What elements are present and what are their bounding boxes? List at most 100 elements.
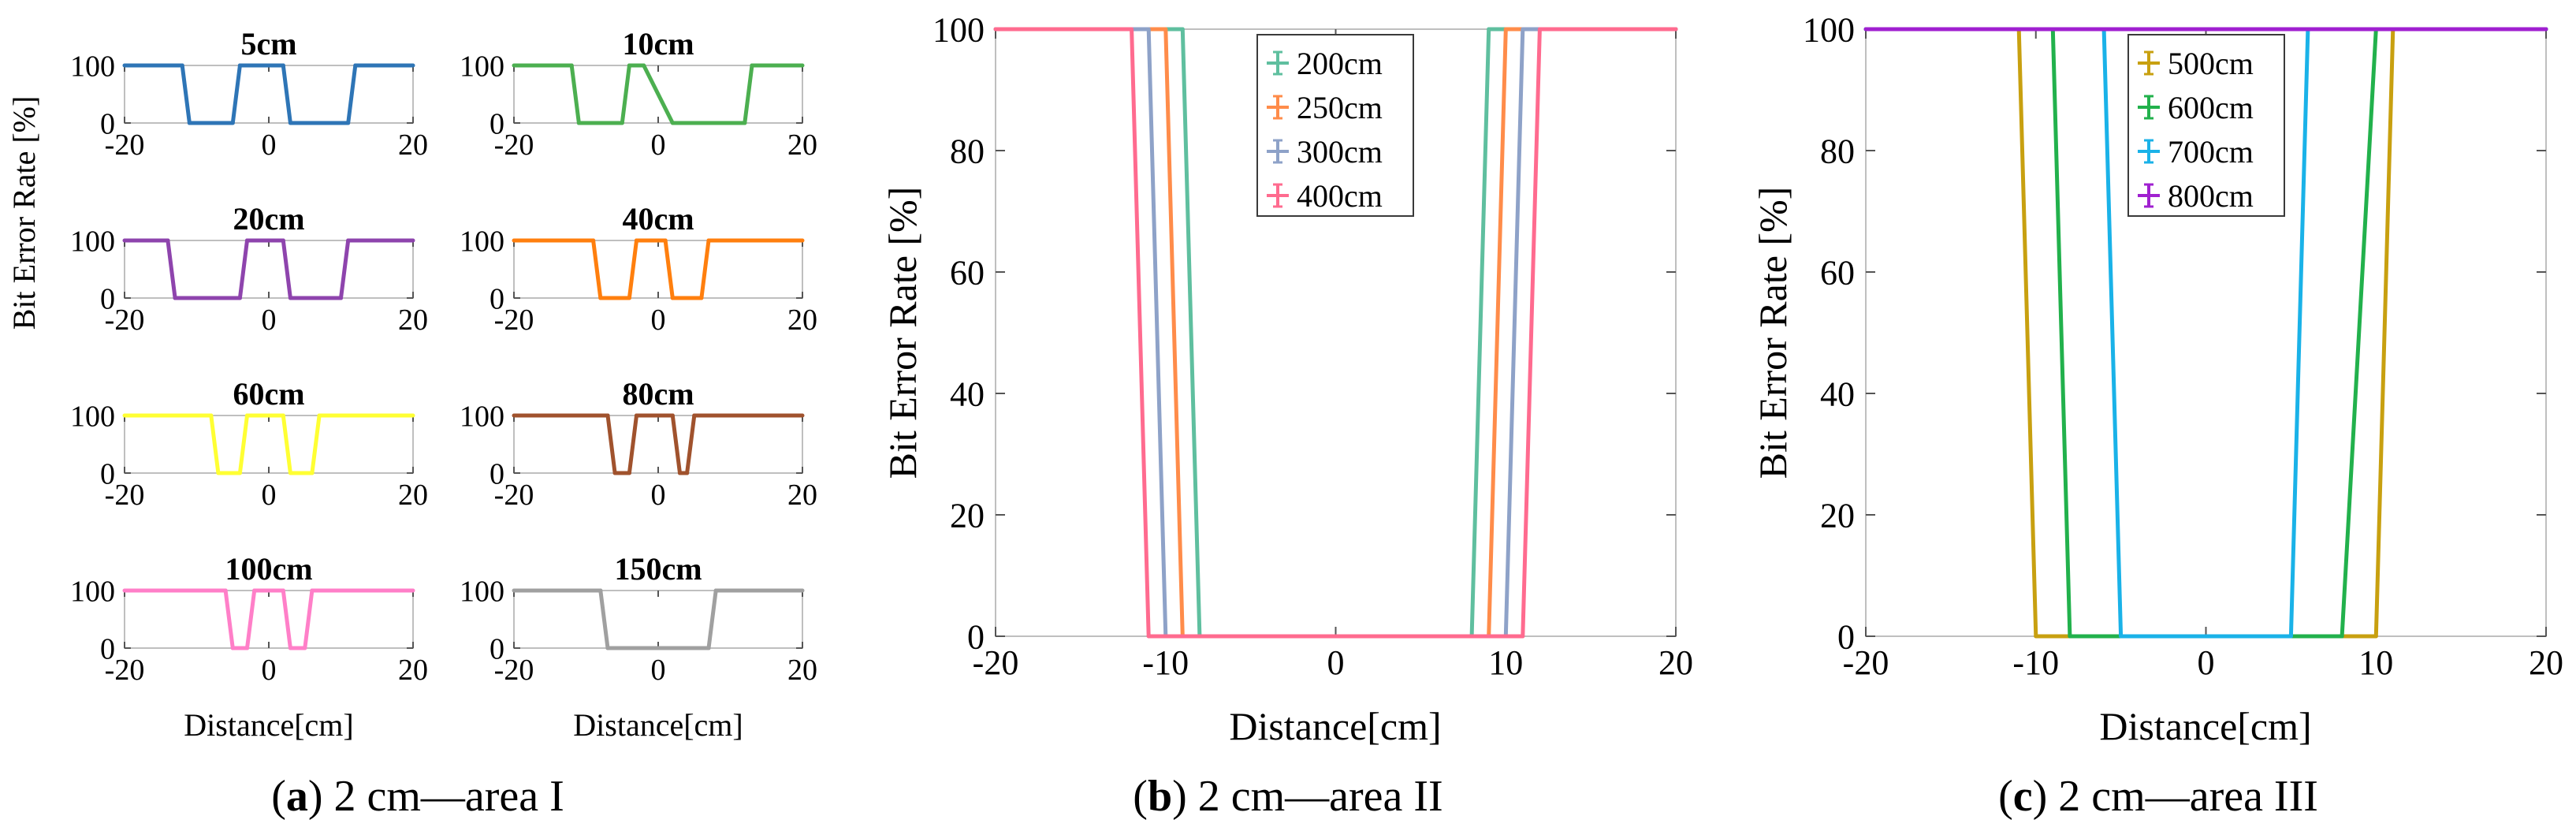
data-point-150cm: [605, 646, 610, 650]
x-tick-label: 20: [398, 479, 428, 512]
x-tick-label: -20: [105, 129, 145, 162]
data-point-300cm: [1521, 27, 1525, 32]
series-line-150cm: [514, 588, 802, 650]
data-point-20cm: [339, 296, 343, 300]
data-point-80cm: [612, 471, 617, 475]
y-tick-label: 100: [460, 50, 504, 83]
plot-frame: [124, 590, 414, 649]
legend-label: 400cm: [1297, 178, 1383, 214]
x-tick-label: -20: [105, 654, 145, 687]
data-point-200cm: [1180, 27, 1185, 32]
series-line-60cm: [125, 413, 413, 475]
data-point-300cm: [1146, 27, 1151, 32]
data-point-100cm: [223, 588, 228, 593]
plot-frame: [513, 240, 803, 299]
data-point-10cm: [743, 121, 747, 125]
x-tick-label: 0: [2198, 643, 2215, 682]
y-tick-label: 100: [460, 400, 504, 433]
x-tick-label: 20: [787, 129, 817, 162]
series-line-5cm: [125, 63, 413, 125]
x-tick-label: 0: [262, 129, 277, 162]
data-point-5cm: [288, 121, 292, 125]
legend-label: 500cm: [2168, 46, 2254, 81]
panel-caption: (b) 2 cm—area II: [1133, 772, 1442, 821]
subplot-title: 20cm: [233, 201, 304, 237]
data-point-600cm: [2340, 634, 2344, 639]
subplot-title: 40cm: [622, 201, 694, 237]
x-tick-label: 20: [398, 304, 428, 337]
y-tick-label: 0: [100, 632, 115, 665]
data-point-80cm: [670, 413, 675, 418]
data-point-40cm: [598, 296, 603, 300]
data-point-400cm: [1521, 634, 1525, 639]
y-tick-label: 100: [70, 225, 115, 258]
legend-label: 800cm: [2168, 178, 2254, 214]
x-tick-label: 20: [398, 129, 428, 162]
caption-paren: ): [308, 772, 334, 821]
data-point-10cm: [512, 63, 516, 68]
data-point-5cm: [346, 121, 351, 125]
data-point-5cm: [180, 63, 184, 68]
caption-letter: a: [286, 772, 308, 821]
x-tick-label: 0: [262, 654, 277, 687]
chart-b: -20 -10 0 10 20 0 20 40 60 80 100: [932, 10, 1693, 682]
x-tick-label: -10: [1142, 643, 1189, 682]
data-point-800cm: [1863, 27, 1868, 32]
data-point-60cm: [245, 413, 250, 418]
data-point-40cm: [635, 238, 639, 243]
data-point-20cm: [281, 238, 285, 243]
data-point-400cm: [993, 27, 998, 32]
data-point-80cm: [605, 413, 610, 418]
y-tick-label: 100: [1803, 10, 1855, 49]
y-tick-label: 0: [967, 617, 985, 656]
caption-text: 2 cm—area I: [334, 772, 564, 821]
data-point-5cm: [187, 121, 192, 125]
x-tick-label: -20: [494, 304, 534, 337]
data-point-40cm: [670, 296, 675, 300]
y-tick-label: 0: [100, 282, 115, 315]
x-tick-label: 20: [1658, 643, 1693, 682]
x-tick-label: 20: [787, 304, 817, 337]
data-point-100cm: [122, 588, 127, 593]
x-axis-label: Distance[cm]: [2099, 704, 2311, 748]
x-tick-label: 0: [651, 654, 666, 687]
data-point-500cm: [2373, 634, 2378, 639]
y-axis-label: Bit Error Rate [%]: [1751, 187, 1795, 479]
y-tick-label: 0: [100, 107, 115, 140]
data-point-100cm: [281, 588, 285, 593]
data-point-150cm: [512, 588, 516, 593]
y-tick-label: 0: [490, 457, 504, 490]
legend-b: 200cm 250cm 300cm 400cm: [1256, 34, 1414, 217]
caption-letter: c: [2013, 772, 2033, 821]
series-line-400cm: [996, 27, 1676, 639]
caption-text: 2 cm—area II: [1198, 772, 1443, 821]
x-tick-label: 0: [651, 304, 666, 337]
data-point-400cm: [1146, 634, 1151, 639]
subplot-title: 100cm: [225, 551, 312, 587]
data-point-40cm: [627, 296, 631, 300]
y-tick-label: 0: [490, 107, 504, 140]
x-tick-label: 20: [787, 654, 817, 687]
y-tick-label: 0: [1837, 617, 1855, 656]
y-tick-label: 100: [460, 575, 504, 608]
y-axis-label: Bit Error Rate [%]: [6, 96, 42, 330]
subplot-title: 80cm: [622, 376, 694, 412]
data-point-5cm: [230, 121, 235, 125]
data-point-100cm: [288, 646, 292, 650]
data-point-60cm: [317, 413, 322, 418]
legend-label: 200cm: [1297, 46, 1383, 81]
data-point-60cm: [411, 413, 415, 418]
data-point-5cm: [411, 63, 415, 68]
data-point-20cm: [411, 238, 415, 243]
caption-paren: (: [271, 772, 286, 821]
data-point-60cm: [122, 413, 127, 418]
data-point-80cm: [685, 471, 690, 475]
data-point-60cm: [310, 471, 315, 475]
data-point-40cm: [706, 238, 711, 243]
data-point-100cm: [245, 646, 250, 650]
x-tick-label: -20: [1843, 643, 1889, 682]
